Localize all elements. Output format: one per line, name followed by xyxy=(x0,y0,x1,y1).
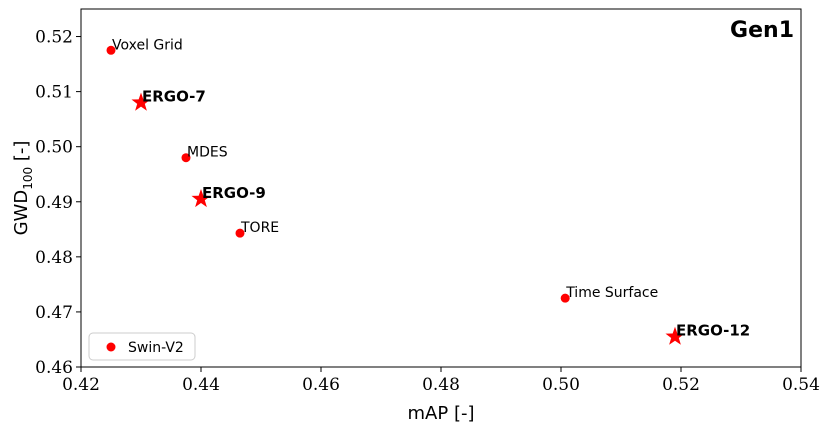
y-axis-label-sub: 100 xyxy=(21,167,35,190)
x-tick-label: 0.48 xyxy=(422,375,460,395)
point-label-voxel-grid: Voxel Grid xyxy=(112,37,183,53)
y-axis-label-suffix: [-] xyxy=(11,141,32,167)
point-voxel-grid xyxy=(106,45,116,55)
star-point-ergo-12 xyxy=(665,326,685,345)
point-label-ergo-9: ERGO-9 xyxy=(202,184,266,202)
point-mdes xyxy=(181,153,191,163)
x-tick-label: 0.54 xyxy=(782,375,820,395)
point-label-ergo-7: ERGO-7 xyxy=(142,88,206,106)
x-tick-label: 0.42 xyxy=(62,375,100,395)
plot-frame xyxy=(80,8,802,368)
x-tick-label: 0.46 xyxy=(302,375,340,395)
y-axis-label-main: GWD xyxy=(11,190,32,236)
x-axis-label: mAP [-] xyxy=(408,403,475,424)
legend-marker xyxy=(106,342,116,352)
x-tick-label: 0.50 xyxy=(542,375,580,395)
y-tick-label: 0.50 xyxy=(35,138,73,158)
point-label-ergo-12: ERGO-12 xyxy=(676,322,750,340)
x-tick-label: 0.52 xyxy=(662,375,700,395)
star-point-ergo-7 xyxy=(131,92,151,111)
y-tick-label: 0.49 xyxy=(35,193,73,213)
point-label-mdes: MDES xyxy=(187,145,228,161)
y-tick-label: 0.52 xyxy=(35,28,73,48)
y-axis-label: GWD100 [-] xyxy=(11,141,35,236)
point-label-tore: TORE xyxy=(240,220,279,236)
point-label-time-surface: Time Surface xyxy=(565,285,658,301)
y-tick-label: 0.48 xyxy=(35,248,73,268)
y-tick-label: 0.46 xyxy=(35,358,73,378)
legend-entry-label: Swin-V2 xyxy=(128,340,184,356)
legend: Swin-V2 xyxy=(88,332,196,361)
y-tick-label: 0.51 xyxy=(35,83,73,103)
corner-label: Gen1 xyxy=(730,18,794,43)
y-tick-label: 0.47 xyxy=(35,303,73,323)
x-tick-label: 0.44 xyxy=(182,375,220,395)
star-point-ergo-9 xyxy=(191,189,211,208)
point-time-surface xyxy=(560,293,570,303)
legend-box xyxy=(88,332,196,361)
point-tore xyxy=(235,228,245,238)
